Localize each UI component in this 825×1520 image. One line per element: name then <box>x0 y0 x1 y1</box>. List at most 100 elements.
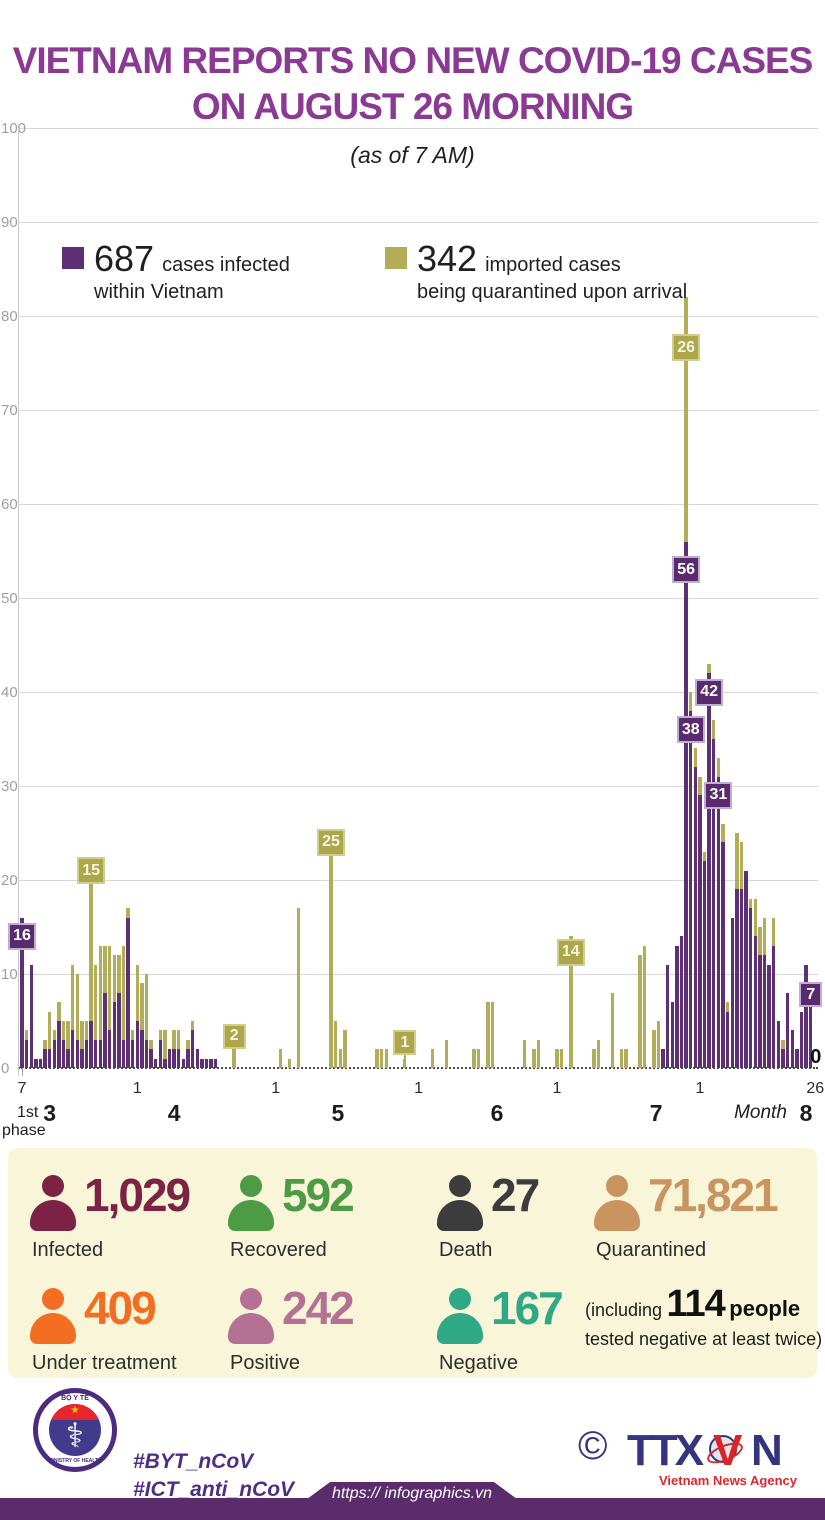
domestic-label-line1: cases infected <box>162 254 290 276</box>
bar-domestic <box>126 917 130 1068</box>
data-callout-25: 25 <box>317 828 345 856</box>
data-callout-31: 31 <box>704 781 733 809</box>
bar-domestic <box>43 1049 47 1068</box>
bar-imported <box>689 692 693 711</box>
bar-domestic <box>725 1011 730 1068</box>
bar-imported <box>569 936 573 1068</box>
bar-domestic <box>89 1021 93 1068</box>
bar-imported <box>559 1049 564 1068</box>
bar-domestic <box>71 1030 75 1068</box>
bar-domestic <box>84 1039 89 1068</box>
bar-imported <box>94 964 98 1040</box>
bar-imported <box>707 663 711 674</box>
ttx-letters: TTX <box>627 1426 704 1475</box>
bar-imported <box>144 974 149 1040</box>
bar-imported <box>642 945 647 1068</box>
stat-negative-value: 167 <box>491 1282 564 1334</box>
bar-imported <box>140 983 144 1031</box>
bar-imported <box>702 851 707 862</box>
y-axis-label: 80 <box>1 308 18 325</box>
x-axis-day-label: 1 <box>271 1080 281 1097</box>
bar-domestic <box>693 767 698 1068</box>
bar-domestic <box>200 1058 204 1068</box>
x-axis-day-label: 1 <box>552 1080 562 1097</box>
star-icon: ★ <box>70 1405 80 1416</box>
agency-name: Vietnam News Agency <box>659 1473 797 1488</box>
bar-imported <box>80 1021 84 1050</box>
bar-domestic <box>795 1049 799 1068</box>
bar-imported <box>772 917 776 946</box>
x-axis-tick <box>22 1068 23 1076</box>
y-axis-label: 70 <box>1 402 18 419</box>
bar-imported <box>712 720 716 739</box>
stat-under-treatment: 409 Under treatment <box>30 1282 177 1374</box>
bar-domestic <box>75 1039 80 1068</box>
bar-domestic <box>172 1049 176 1068</box>
imported-label-line1: imported cases <box>485 254 621 276</box>
bar-imported <box>758 927 762 956</box>
legend-imported-text: 342 imported cases being quarantined upo… <box>417 238 687 304</box>
y-axis-label: 20 <box>1 872 18 889</box>
bar-imported <box>71 964 75 1031</box>
gridline-30 <box>18 786 818 787</box>
bar-imported <box>66 1021 70 1050</box>
x-axis-month-label: 3 <box>43 1100 57 1126</box>
bar-domestic <box>24 1039 29 1068</box>
legend-imported: 342 imported cases being quarantined upo… <box>385 238 687 304</box>
bar-imported <box>57 1002 61 1021</box>
bar-imported <box>403 1058 407 1068</box>
bar-domestic <box>98 1039 103 1068</box>
page-title: VIETNAM REPORTS NO NEW COVID-19 CASES ON… <box>0 38 825 131</box>
bar-imported <box>190 1021 195 1031</box>
bar-domestic <box>748 908 753 1068</box>
stat-under-treatment-label: Under treatment <box>32 1352 177 1374</box>
statistics-panel <box>8 1148 817 1378</box>
moh-name-en: MINISTRY OF HEALTH <box>48 1458 102 1464</box>
note-prefix: (including <box>585 1300 663 1320</box>
bar-domestic <box>34 1058 38 1068</box>
stat-death-value: 27 <box>491 1169 540 1221</box>
ttx-v-letter: V <box>713 1426 743 1475</box>
bar-domestic <box>163 1058 167 1068</box>
bar-domestic <box>679 936 684 1068</box>
bar-imported <box>619 1049 624 1068</box>
bar-domestic <box>107 1030 112 1068</box>
note-people: people <box>729 1296 801 1321</box>
bar-imported <box>781 1039 785 1050</box>
bar-imported <box>186 1039 190 1050</box>
bar-imported <box>89 880 93 1021</box>
x-axis-month-label: 4 <box>167 1100 181 1126</box>
bar-imported <box>716 757 721 777</box>
bar-domestic <box>776 1021 781 1068</box>
domestic-total: 687 <box>94 238 155 279</box>
bar-domestic <box>790 1030 794 1068</box>
bar-imported <box>735 833 739 890</box>
bar-imported <box>98 945 103 1040</box>
stat-quarantined-value: 71,821 <box>648 1169 779 1221</box>
data-callout-56: 56 <box>672 556 701 584</box>
bar-imported <box>107 945 112 1031</box>
bar-domestic <box>181 1058 186 1068</box>
campaign-hashtags: #BYT_nCoV #ICT_anti_nCoV <box>133 1448 294 1505</box>
bar-domestic <box>785 992 790 1068</box>
hashtag-ict: #ICT_anti_nCoV <box>133 1478 295 1502</box>
bar-domestic <box>772 945 776 1068</box>
bar-domestic <box>684 541 688 1068</box>
data-callout-2: 2 <box>222 1023 246 1049</box>
data-callout-1: 1 <box>393 1030 417 1056</box>
bar-domestic <box>20 917 24 1068</box>
data-callout-38: 38 <box>676 716 705 744</box>
bar-imported <box>172 1030 176 1050</box>
bar-imported <box>638 955 642 1068</box>
person-icon <box>437 1288 483 1344</box>
bar-imported <box>748 898 753 909</box>
gridline-90 <box>18 222 818 223</box>
bar-imported <box>329 833 333 1068</box>
x-axis-day-label: 1 <box>132 1080 142 1097</box>
callout-stem <box>403 1042 406 1068</box>
bar-domestic <box>804 964 808 1068</box>
stat-infected-label: Infected <box>32 1239 104 1261</box>
bar-imported <box>486 1002 490 1068</box>
bar-imported <box>126 908 130 918</box>
stat-death: 27 Death <box>437 1169 540 1261</box>
